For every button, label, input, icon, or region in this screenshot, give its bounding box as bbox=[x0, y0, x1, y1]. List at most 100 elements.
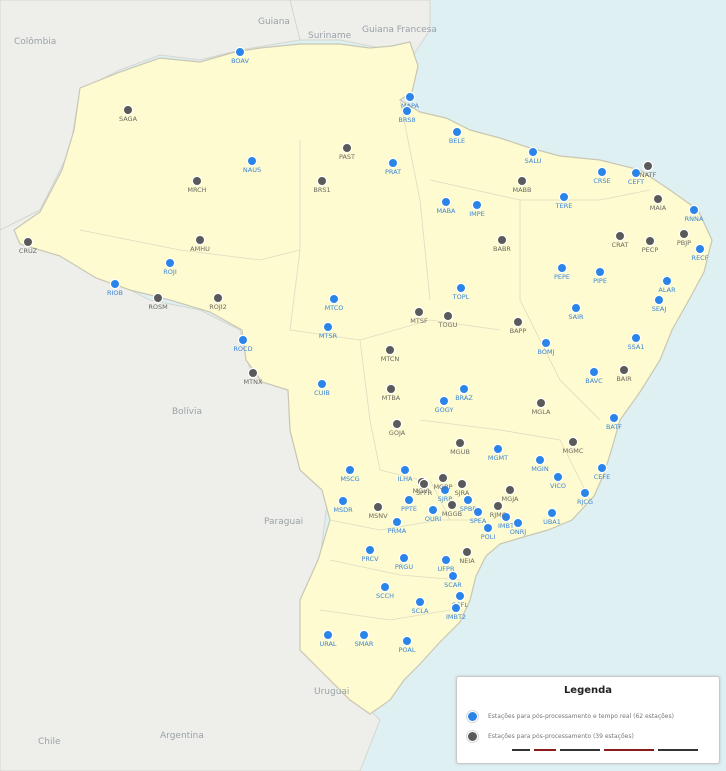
station-brs8[interactable]: BRS8 bbox=[398, 105, 416, 124]
station-marker[interactable] bbox=[404, 91, 416, 103]
station-marker[interactable] bbox=[482, 522, 494, 534]
station-marker[interactable] bbox=[579, 487, 591, 499]
station-marker[interactable] bbox=[492, 443, 504, 455]
station-marker[interactable] bbox=[322, 629, 334, 641]
station-msdr[interactable]: MSDR bbox=[333, 495, 353, 514]
station-maia[interactable]: MAIA bbox=[650, 193, 667, 212]
station-marker[interactable] bbox=[442, 310, 454, 322]
station-marker[interactable] bbox=[399, 464, 411, 476]
station-marker[interactable] bbox=[471, 199, 483, 211]
station-marker[interactable] bbox=[608, 412, 620, 424]
station-marker[interactable] bbox=[455, 282, 467, 294]
station-marker[interactable] bbox=[688, 204, 700, 216]
station-saga[interactable]: SAGA bbox=[119, 104, 138, 123]
station-marker[interactable] bbox=[456, 478, 468, 490]
station-pbjp[interactable]: PBJP bbox=[677, 228, 691, 247]
station-marker[interactable] bbox=[364, 544, 376, 556]
station-ouri[interactable]: OURI bbox=[425, 504, 441, 523]
station-ceft[interactable]: CEFT bbox=[628, 167, 644, 186]
station-tere[interactable]: TERE bbox=[555, 191, 573, 210]
station-cuib[interactable]: CUIB bbox=[314, 378, 330, 397]
station-mscg[interactable]: MSCG bbox=[340, 464, 360, 483]
station-rnna[interactable]: RNNA bbox=[685, 204, 704, 223]
station-babr[interactable]: BABR bbox=[493, 234, 511, 253]
station-prat[interactable]: PRAT bbox=[385, 157, 401, 176]
station-marker[interactable] bbox=[391, 418, 403, 430]
station-marker[interactable] bbox=[22, 236, 34, 248]
station-cefe[interactable]: CEFE bbox=[594, 462, 611, 481]
station-gogy[interactable]: GOGY bbox=[435, 395, 454, 414]
station-crat[interactable]: CRAT bbox=[612, 230, 629, 249]
station-mgmc[interactable]: MGMC bbox=[563, 436, 584, 455]
station-mtcn[interactable]: MTCN bbox=[381, 344, 400, 363]
station-smar[interactable]: SMAR bbox=[355, 629, 374, 648]
station-marker[interactable] bbox=[438, 395, 450, 407]
station-prma[interactable]: PRMA bbox=[388, 516, 407, 535]
station-marker[interactable] bbox=[458, 383, 470, 395]
station-crse[interactable]: CRSE bbox=[593, 166, 611, 185]
station-marker[interactable] bbox=[512, 517, 524, 529]
station-marker[interactable] bbox=[446, 499, 458, 511]
station-mtba[interactable]: MTBA bbox=[382, 383, 401, 402]
station-sjra[interactable]: SJRA bbox=[455, 478, 470, 497]
station-mapa[interactable]: MAPA bbox=[401, 91, 420, 110]
station-marker[interactable] bbox=[344, 464, 356, 476]
station-marker[interactable] bbox=[552, 471, 564, 483]
station-marker[interactable] bbox=[661, 275, 673, 287]
station-mgub[interactable]: MGUB bbox=[450, 437, 470, 456]
station-marker[interactable] bbox=[403, 494, 415, 506]
station-sair[interactable]: SAIR bbox=[568, 302, 584, 321]
station-marker[interactable] bbox=[618, 364, 630, 376]
station-marker[interactable] bbox=[247, 367, 259, 379]
station-marker[interactable] bbox=[614, 230, 626, 242]
station-marker[interactable] bbox=[454, 590, 466, 602]
station-marker[interactable] bbox=[385, 383, 397, 395]
station-marker[interactable] bbox=[535, 397, 547, 409]
station-marker[interactable] bbox=[644, 235, 656, 247]
station-mtsf[interactable]: MTSF bbox=[410, 306, 428, 325]
station-bair[interactable]: BAIR bbox=[616, 364, 632, 383]
station-marker[interactable] bbox=[372, 501, 384, 513]
station-spbp[interactable]: SPBP bbox=[460, 494, 477, 513]
station-past[interactable]: PAST bbox=[339, 142, 355, 161]
station-marker[interactable] bbox=[109, 278, 121, 290]
station-marker[interactable] bbox=[451, 126, 463, 138]
station-marker[interactable] bbox=[588, 366, 600, 378]
station-marker[interactable] bbox=[594, 266, 606, 278]
station-mgmt[interactable]: MGMT bbox=[488, 443, 508, 462]
station-mgja[interactable]: MGJA bbox=[502, 484, 519, 503]
station-mgin[interactable]: MGIN bbox=[531, 454, 549, 473]
station-marker[interactable] bbox=[694, 243, 706, 255]
station-neia[interactable]: NEIA bbox=[459, 546, 475, 565]
station-scla[interactable]: SCLA bbox=[412, 596, 429, 615]
station-marker[interactable] bbox=[358, 629, 370, 641]
station-marker[interactable] bbox=[418, 478, 430, 490]
station-marker[interactable] bbox=[413, 306, 425, 318]
station-marker[interactable] bbox=[652, 193, 664, 205]
station-uba1[interactable]: UBA1 bbox=[543, 507, 561, 526]
station-marker[interactable] bbox=[212, 292, 224, 304]
station-imbt[interactable]: IMBT bbox=[498, 511, 514, 530]
station-pipe[interactable]: PIPE bbox=[593, 266, 607, 285]
station-marker[interactable] bbox=[516, 175, 528, 187]
station-braz[interactable]: BRAZ bbox=[455, 383, 473, 402]
station-marker[interactable] bbox=[642, 160, 654, 172]
station-msnv[interactable]: MSNV bbox=[368, 501, 388, 520]
station-marker[interactable] bbox=[401, 105, 413, 117]
station-marker[interactable] bbox=[316, 378, 328, 390]
station-scar[interactable]: SCAR bbox=[444, 570, 462, 589]
station-bomj[interactable]: BOMJ bbox=[538, 337, 555, 356]
station-marker[interactable] bbox=[461, 546, 473, 558]
station-amhu[interactable]: AMHU bbox=[190, 234, 210, 253]
station-marker[interactable] bbox=[122, 104, 134, 116]
station-marker[interactable] bbox=[316, 175, 328, 187]
station-marker[interactable] bbox=[527, 146, 539, 158]
station-brs1[interactable]: BRS1 bbox=[313, 175, 331, 194]
station-marker[interactable] bbox=[328, 293, 340, 305]
station-goja[interactable]: GOJA bbox=[389, 418, 406, 437]
station-mgla[interactable]: MGLA bbox=[532, 397, 551, 416]
station-marker[interactable] bbox=[194, 234, 206, 246]
station-marker[interactable] bbox=[504, 484, 516, 496]
station-marker[interactable] bbox=[596, 166, 608, 178]
station-imbt2[interactable]: IMBT2 bbox=[446, 602, 466, 621]
